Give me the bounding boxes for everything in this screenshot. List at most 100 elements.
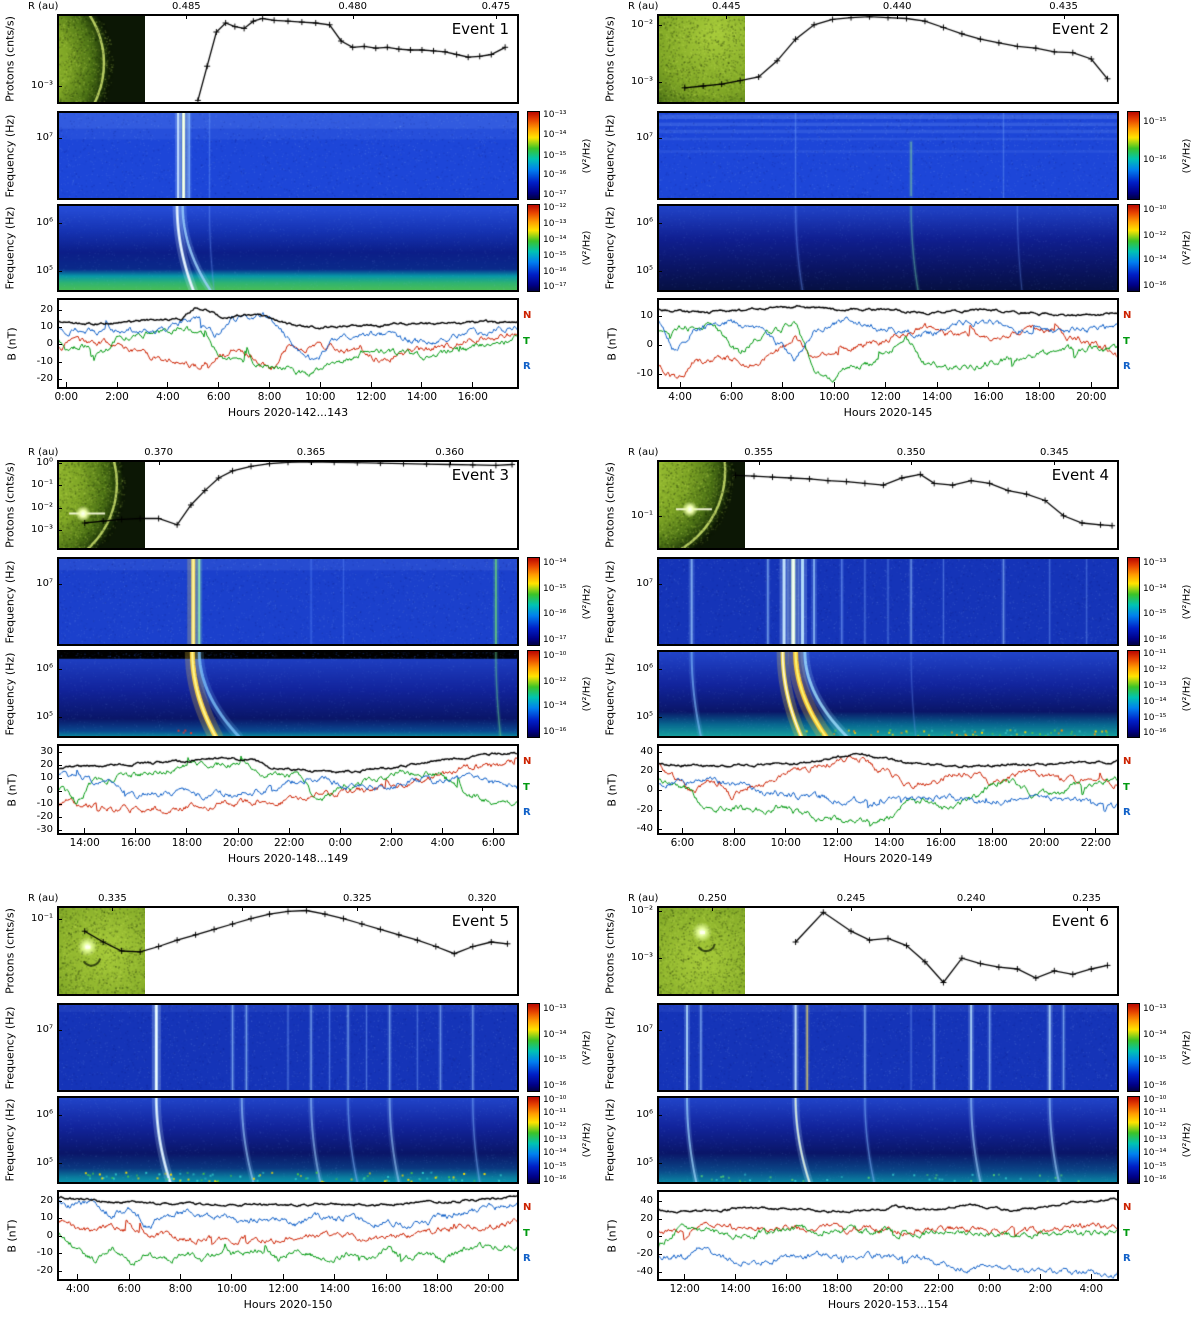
axis-tick — [657, 751, 662, 753]
x-axis-title: Hours 2020-153...154 — [827, 1298, 949, 1311]
event-title: Event 4 — [1051, 466, 1109, 484]
axis-tick — [1039, 382, 1041, 387]
hfr-ytick-label: 10⁷ — [636, 1023, 653, 1035]
r-axis-tick-label: 0.445 — [711, 1, 741, 12]
b-component-label-t: T — [523, 335, 530, 347]
proton-y-axis-label: Protons (cnts/s) — [603, 16, 617, 102]
axis-tick — [657, 1115, 662, 1117]
hfr-ytick-label: 10⁷ — [636, 577, 653, 589]
axis-tick — [1039, 1274, 1041, 1279]
b-ytick-label: -20 — [636, 1248, 653, 1260]
hfr-colorbar-tick-label: 10⁻¹⁵ — [543, 150, 567, 161]
axis-tick — [237, 828, 239, 833]
axis-tick — [1090, 1274, 1092, 1279]
proton-flux-curve — [57, 906, 519, 996]
lfr-colorbar-tick-label: 10⁻¹⁴ — [543, 235, 567, 246]
proton-ytick-label: 10⁻² — [630, 18, 653, 30]
proton-ytick-label: 10⁻³ — [630, 952, 653, 964]
b-ytick-label: -10 — [36, 797, 53, 809]
magnetic-field-curves — [657, 298, 1119, 389]
axis-tick — [135, 828, 137, 833]
r-axis-tick-label: 0.485 — [172, 1, 201, 12]
lfr-colorbar-tick-label: 10⁻¹³ — [543, 1135, 567, 1145]
x-axis-tick-label: 18:00 — [977, 837, 1008, 849]
magnetic-field-curves — [657, 744, 1119, 835]
x-axis-tick-label: 12:00 — [356, 391, 387, 403]
lfr-colorbar-tick-label: 10⁻¹⁶ — [1143, 727, 1167, 738]
event-6-block: R (au) 0.250 0.245 0.240 0.235 Event 6 Protons… — [600, 892, 1200, 1338]
axis-tick — [657, 315, 662, 317]
axis-tick — [57, 361, 62, 363]
lfr-y-axis-label: Frequency (Hz) — [3, 652, 17, 736]
axis-tick — [657, 1029, 662, 1031]
proton-ytick-label: 10⁻¹ — [30, 912, 53, 924]
axis-tick — [84, 828, 86, 833]
r-axis-tick-label: 0.475 — [481, 1, 511, 12]
axis-tick — [992, 828, 994, 833]
hfr-colorbar — [527, 1003, 540, 1092]
x-axis-tick-label: 14:00 — [720, 1283, 751, 1295]
hfr-y-axis-label: Frequency (Hz) — [603, 560, 617, 643]
axis-tick — [657, 809, 662, 811]
event-title: Event 6 — [1051, 912, 1109, 930]
proton-flux-curve — [657, 906, 1119, 996]
hfr-colorbar — [1127, 557, 1140, 646]
axis-tick — [657, 223, 662, 225]
axis-tick — [57, 1270, 62, 1272]
b-component-label-t: T — [523, 1227, 530, 1239]
x-axis-tick-label: 6:00 — [719, 391, 744, 403]
axis-tick — [65, 382, 67, 387]
axis-tick — [1043, 828, 1045, 833]
axis-tick — [269, 382, 271, 387]
axis-tick — [57, 485, 62, 487]
r-axis-title: R (au) — [628, 893, 659, 904]
axis-tick — [311, 460, 313, 465]
x-axis-tick-label: 12:00 — [870, 391, 901, 403]
proton-ytick-label: 10⁻² — [30, 501, 53, 513]
lfr-colorbar — [527, 650, 540, 738]
axis-tick — [57, 507, 62, 509]
axis-tick — [57, 1235, 62, 1237]
hfr-y-axis-label: Frequency (Hz) — [3, 114, 17, 197]
x-axis-tick-label: 16:00 — [925, 837, 956, 849]
lfr-spectrogram — [657, 1096, 1119, 1184]
proton-flux-curve — [57, 460, 519, 550]
r-axis-tick-label: 0.245 — [836, 893, 866, 904]
r-axis-tick-label: 0.240 — [956, 893, 986, 904]
lfr-colorbar-tick-label: 10⁻¹⁴ — [1143, 255, 1167, 266]
x-axis-tick-label: 22:00 — [274, 837, 305, 849]
x-axis-tick-label: 18:00 — [1024, 391, 1056, 403]
lfr-colorbar-tick-label: 10⁻¹⁵ — [1143, 1162, 1167, 1173]
r-axis-title: R (au) — [28, 447, 59, 458]
hfr-ytick-label: 10⁷ — [636, 131, 653, 143]
hfr-colorbar-tick-label: 10⁻¹⁴ — [543, 130, 567, 141]
lfr-colorbar-tick-label: 10⁻¹⁴ — [1143, 1148, 1167, 1159]
lfr-colorbar-tick-label: 10⁻¹⁶ — [1143, 280, 1167, 291]
axis-tick — [57, 751, 62, 753]
x-axis-tick-label: 4:00 — [668, 391, 692, 403]
b-ytick-label: -20 — [36, 1264, 53, 1276]
axis-tick — [887, 1274, 889, 1279]
axis-tick — [57, 223, 62, 225]
axis-tick — [352, 14, 354, 19]
axis-tick — [989, 1274, 991, 1279]
x-axis-tick-label: 4:00 — [430, 837, 455, 849]
hfr-colorbar — [1127, 111, 1140, 200]
hfr-ytick-label: 10⁷ — [36, 131, 53, 143]
proton-flux-curve — [657, 14, 1119, 104]
x-axis-tick-label: 22:00 — [923, 1283, 954, 1295]
axis-tick — [495, 14, 497, 19]
b-ytick-label: 20 — [40, 1194, 53, 1206]
axis-tick — [1086, 906, 1088, 911]
axis-tick — [390, 828, 392, 833]
b-ytick-label: 40 — [640, 745, 653, 757]
event-5-block: R (au) 0.335 0.330 0.325 0.320 Event 5 Protons… — [0, 892, 600, 1338]
axis-tick — [836, 1274, 838, 1279]
r-axis-tick-label: 0.345 — [1039, 447, 1069, 458]
axis-tick — [57, 1162, 62, 1164]
hfr-colorbar-tick-label: 10⁻¹⁵ — [543, 584, 567, 595]
hfr-colorbar-tick-label: 10⁻¹⁷ — [543, 634, 567, 645]
proton-y-axis-label: Protons (cnts/s) — [3, 908, 17, 994]
r-axis-tick-label: 0.355 — [744, 447, 773, 458]
r-axis-tick-label: 0.320 — [467, 893, 497, 904]
